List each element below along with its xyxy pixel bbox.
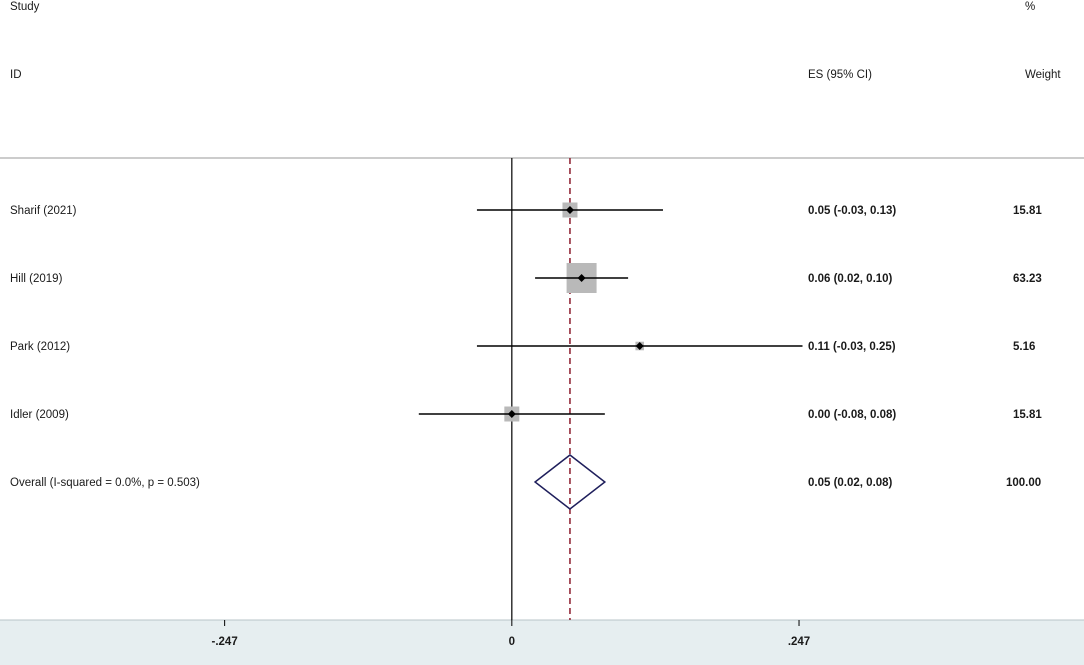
study-label: Hill (2019): [10, 273, 63, 285]
study-label: Sharif (2021): [10, 205, 77, 217]
effect-size-ci: 0.11 (-0.03, 0.25): [808, 341, 896, 353]
overall-diamond: [533, 454, 607, 510]
header-study: Study: [10, 1, 40, 13]
study-label: Park (2012): [10, 341, 70, 353]
study-row: Idler (2009) 0.00 (-0.08, 0.08) 15.81: [10, 406, 1042, 422]
study-weight: 63.23: [1013, 273, 1042, 285]
x-axis-band: [0, 620, 1084, 665]
x-tick-label: .247: [788, 636, 810, 648]
x-tick-label: -.247: [212, 636, 238, 648]
study-row: Sharif (2021) 0.05 (-0.03, 0.13) 15.81: [10, 202, 1042, 218]
x-axis: -.247 0 .247: [212, 620, 810, 648]
study-weight: 5.16: [1013, 341, 1035, 353]
overall-effect-size-ci: 0.05 (0.02, 0.08): [808, 477, 893, 489]
study-weight: 15.81: [1013, 409, 1042, 421]
overall-label: Overall (I-squared = 0.0%, p = 0.503): [10, 477, 200, 489]
study-label: Idler (2009): [10, 409, 69, 421]
header-percent: %: [1025, 1, 1035, 13]
point-estimate: [577, 274, 586, 282]
effect-size-ci: 0.00 (-0.08, 0.08): [808, 409, 896, 421]
point-estimate: [565, 206, 574, 214]
study-rows: Sharif (2021) 0.05 (-0.03, 0.13) 15.81 Hill…: [10, 202, 1042, 510]
overall-row: Overall (I-squared = 0.0%, p = 0.503) 0.0…: [10, 454, 1041, 510]
x-tick-label: 0: [509, 636, 515, 648]
header-weight: Weight: [1025, 69, 1061, 81]
study-weight: 15.81: [1013, 205, 1042, 217]
point-estimate: [507, 410, 516, 418]
effect-size-ci: 0.06 (0.02, 0.10): [808, 273, 893, 285]
study-row: Park (2012) 0.11 (-0.03, 0.25) 5.16: [10, 341, 1035, 353]
point-estimate: [635, 342, 644, 350]
header-es: ES (95% CI): [808, 69, 872, 81]
overall-weight: 100.00: [1006, 477, 1041, 489]
study-row: Hill (2019) 0.06 (0.02, 0.10) 63.23: [10, 263, 1042, 293]
effect-size-ci: 0.05 (-0.03, 0.13): [808, 205, 896, 217]
header-id: ID: [10, 69, 22, 81]
